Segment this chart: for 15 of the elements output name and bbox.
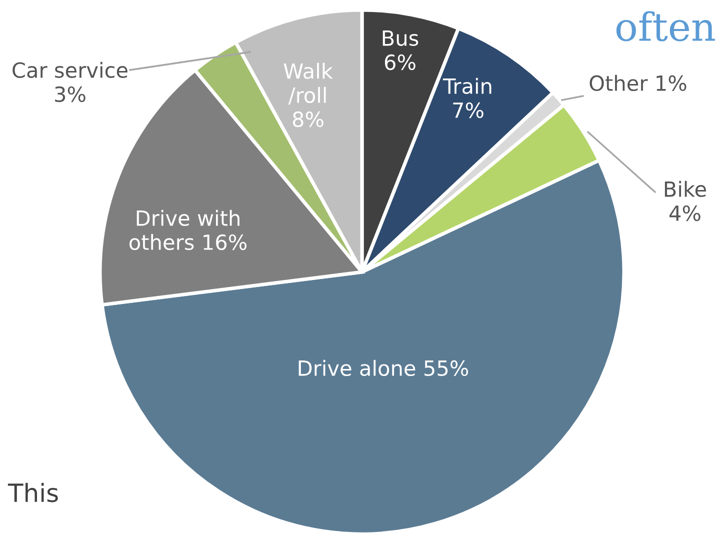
slice-label: Walk /roll: [284, 62, 333, 105]
slice-label: Bike: [664, 180, 706, 197]
data-label: 4%: [669, 205, 700, 222]
slice-label: Bus: [382, 30, 418, 46]
slice-label: Car service: [12, 62, 128, 78]
slice-label: Drive alone 55%: [298, 360, 468, 376]
text: often: [616, 11, 715, 42]
text: This: [8, 482, 58, 502]
slice-label: Train: [442, 78, 492, 94]
data-label: 8%: [292, 111, 324, 128]
data-label: 7%: [453, 102, 484, 118]
slice-label: Drive with others 16%: [130, 210, 246, 250]
data-label: 3%: [55, 86, 86, 102]
slice-label: Other 1%: [590, 74, 686, 92]
data-label: 6%: [384, 54, 416, 70]
